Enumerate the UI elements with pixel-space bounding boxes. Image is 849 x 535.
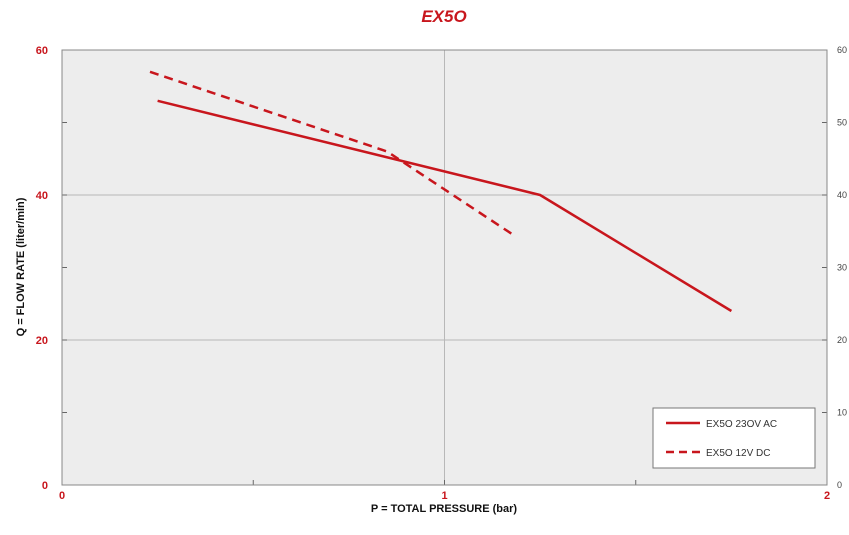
x-tick-labels: 0 1 2 [59, 490, 830, 502]
right-tick-label: 40 [837, 190, 847, 200]
y-tick-label: 40 [36, 190, 48, 202]
series-layer [149, 70, 733, 313]
y-tick-label: 20 [36, 335, 48, 347]
x-tick-label: 2 [824, 490, 830, 502]
legend: EX5O 23OV AC EX5O 12V DC [652, 407, 816, 469]
chart-title: EX5O [421, 7, 466, 26]
plot-border [61, 49, 828, 486]
y-axis-label: Q = FLOW RATE (liter/min) [15, 197, 27, 336]
grid [62, 50, 827, 485]
right-tick-label: 20 [837, 335, 847, 345]
right-tick-label: 0 [837, 480, 842, 490]
right-tick-label: 30 [837, 263, 847, 273]
legend-box [652, 407, 816, 469]
right-tick-label: 10 [837, 408, 847, 418]
right-tick-label: 50 [837, 118, 847, 128]
series-line-ac [157, 99, 733, 313]
x-axis-label: P = TOTAL PRESSURE (bar) [371, 503, 518, 515]
y-tick-label: 60 [36, 45, 48, 57]
legend-label-dc: EX5O 12V DC [706, 448, 770, 459]
x-tick-label: 0 [59, 490, 65, 502]
y-tick-label: 0 [42, 480, 48, 492]
y-tick-labels: 0 20 40 60 [36, 45, 48, 492]
legend-label-ac: EX5O 23OV AC [706, 419, 777, 430]
right-tick-labels: 0 10 20 30 40 50 60 [837, 45, 847, 490]
series-line-dc [149, 70, 514, 236]
x-tick-label: 1 [441, 490, 447, 502]
right-tick-label: 60 [837, 45, 847, 55]
